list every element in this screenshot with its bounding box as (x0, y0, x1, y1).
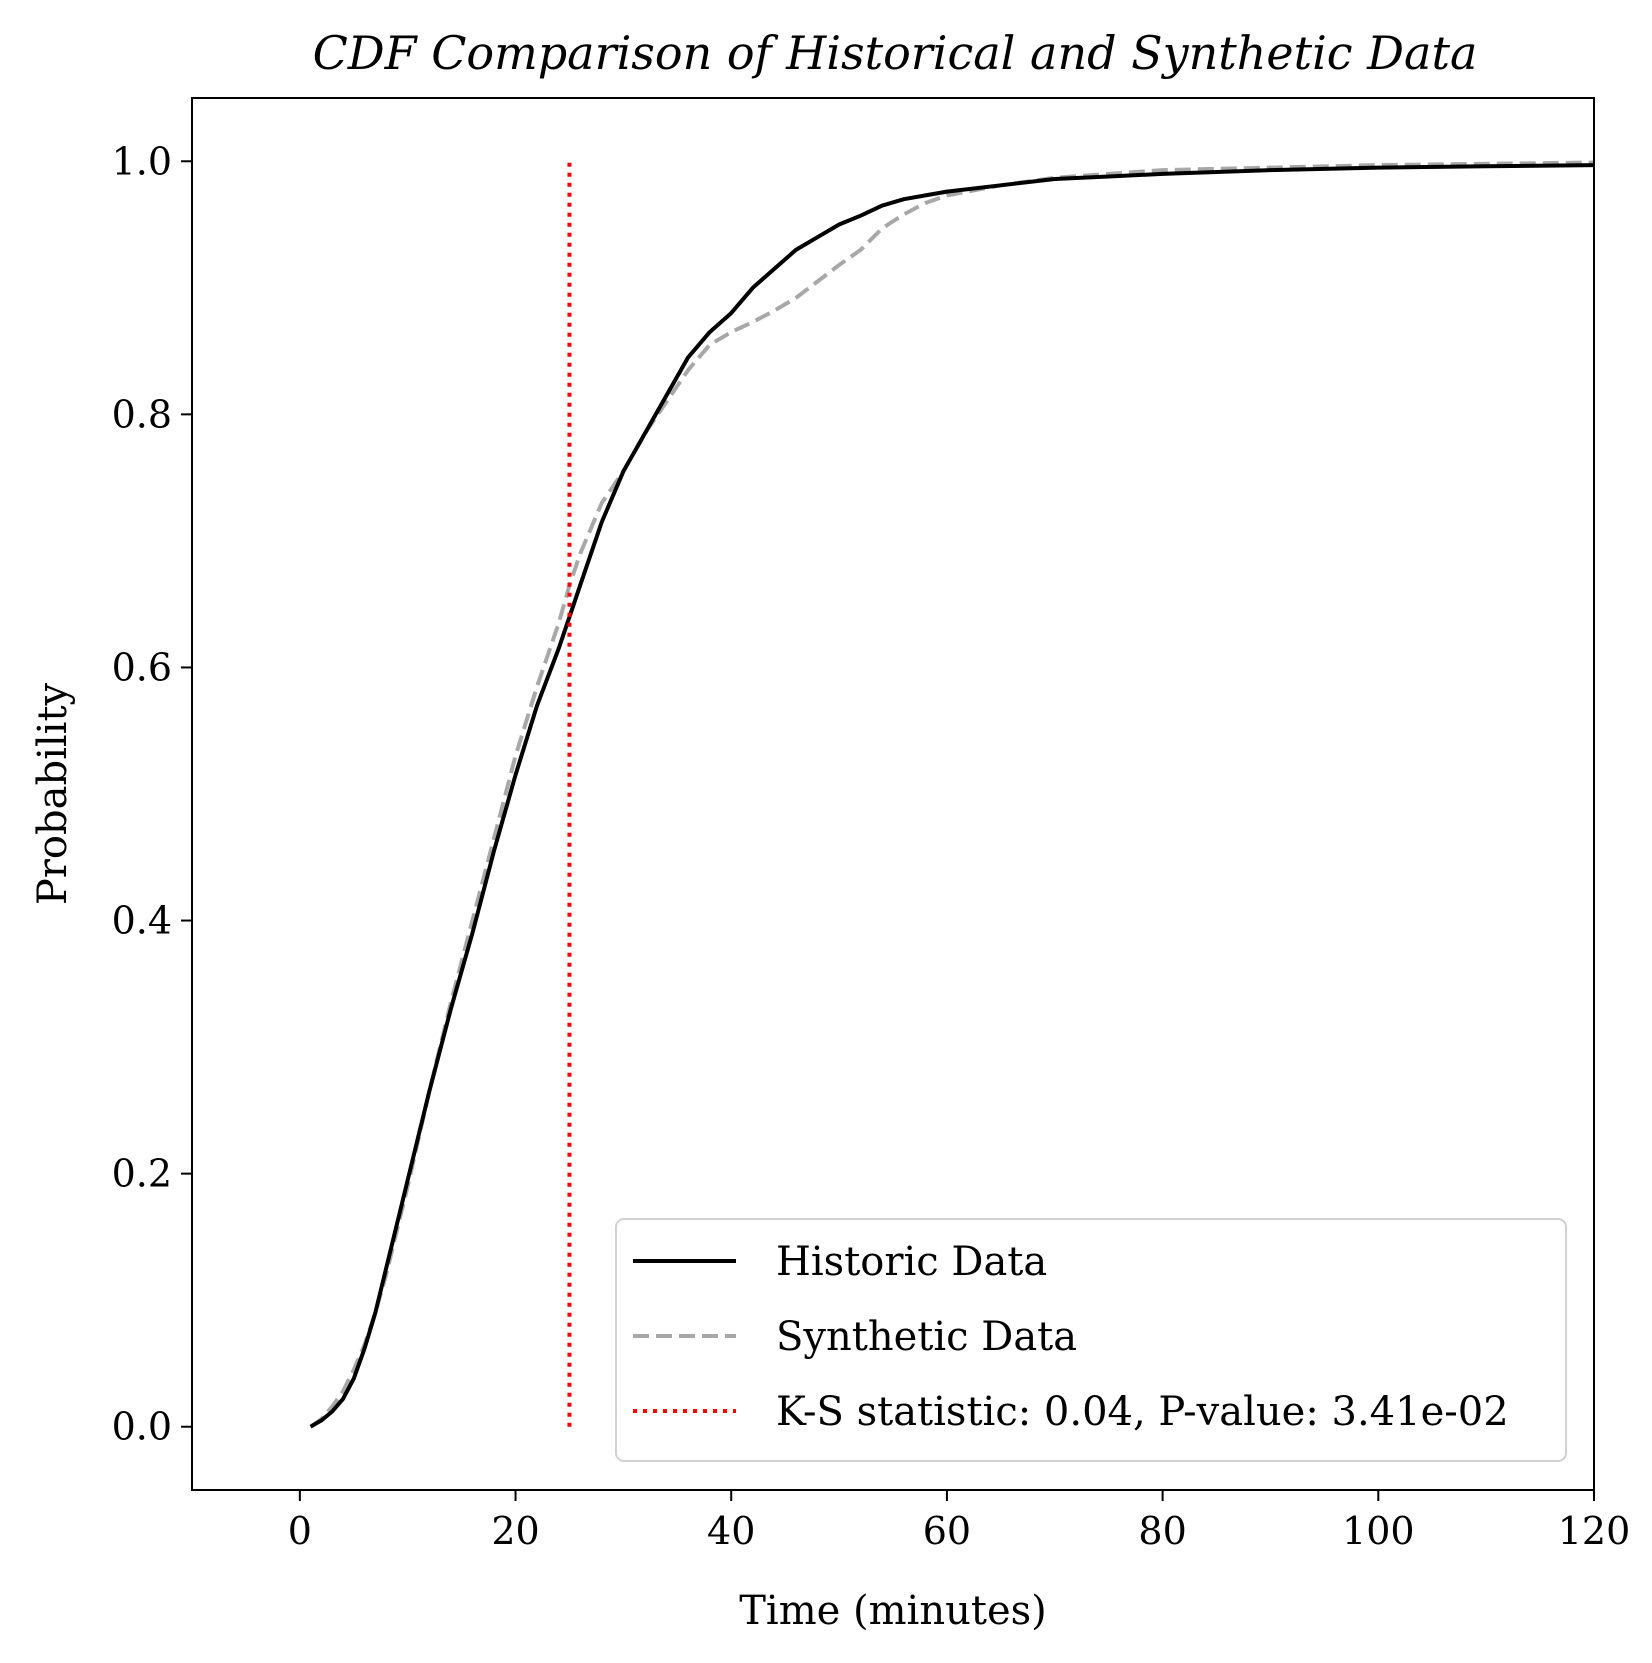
y-tick-label: 0.4 (112, 899, 172, 943)
x-tick-label: 60 (923, 1509, 971, 1553)
y-tick-label: 0.2 (112, 1152, 172, 1196)
x-tick-label: 100 (1342, 1509, 1415, 1553)
legend: Historic Data Synthetic Data K-S statist… (615, 1218, 1567, 1462)
y-axis: 0.0 0.2 0.4 0.6 0.8 1.0 (112, 139, 192, 1449)
x-tick-label: 0 (288, 1509, 312, 1553)
series-line-historic (309, 163, 1595, 1429)
x-axis: 0 20 40 60 80 100 120 (288, 1490, 1631, 1553)
y-tick-label: 1.0 (112, 139, 172, 183)
y-tick-label: 0.0 (112, 1405, 172, 1449)
legend-label-historic: Historic Data (776, 1239, 1047, 1285)
x-tick-label: 120 (1558, 1509, 1631, 1553)
x-axis-label: Time (minutes) (739, 1588, 1047, 1634)
x-tick-label: 20 (491, 1509, 539, 1553)
x-tick-label: 80 (1138, 1509, 1186, 1553)
legend-box (615, 1218, 1567, 1462)
plot-area (191, 97, 1595, 1491)
series-layer (309, 160, 1595, 1429)
legend-label-ks: K-S statistic: 0.04, P-value: 3.41e-02 (776, 1389, 1509, 1435)
y-tick-label: 0.6 (112, 645, 172, 689)
x-tick-label: 40 (707, 1509, 755, 1553)
legend-label-synthetic: Synthetic Data (776, 1314, 1077, 1360)
chart-title: CDF Comparison of Historical and Synthet… (313, 26, 1478, 80)
y-tick-label: 0.8 (112, 392, 172, 436)
axes-frame (191, 97, 1595, 1491)
y-axis-label: Probability (30, 682, 76, 905)
